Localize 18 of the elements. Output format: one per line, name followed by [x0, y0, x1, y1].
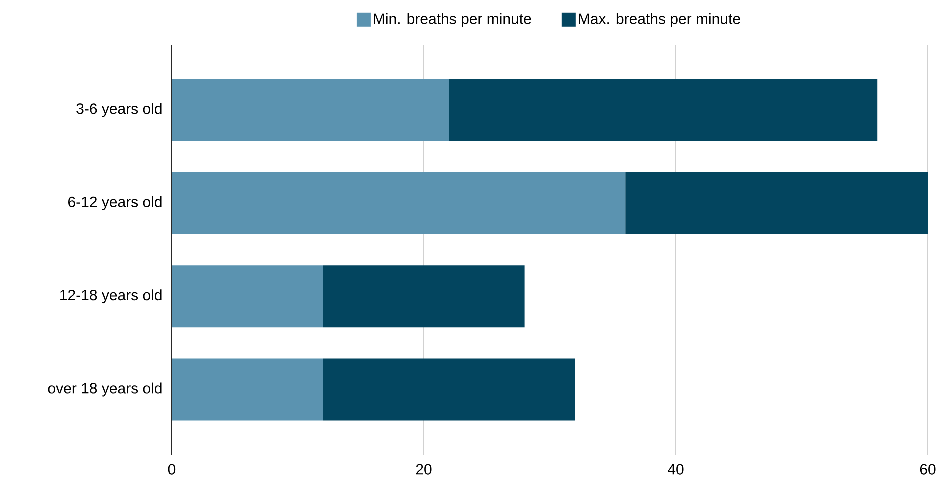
y-tick-label: over 18 years old — [48, 382, 162, 397]
x-tick-label: 0 — [168, 464, 176, 475]
bar — [172, 358, 324, 421]
legend-label: Min. breaths per minute — [374, 13, 532, 28]
bar — [449, 79, 878, 142]
x-tick-label: 20 — [416, 464, 432, 475]
x-tick-label: 40 — [668, 464, 684, 475]
y-tick-label: 12-18 years old — [60, 290, 162, 304]
bar — [323, 358, 576, 421]
y-tick-label: 3-6 years old — [76, 103, 162, 118]
x-tick-label: 60 — [920, 464, 936, 475]
legend-label: Max. breaths per minute — [579, 13, 740, 28]
bar — [626, 172, 928, 234]
bar — [172, 172, 626, 234]
bar — [172, 266, 324, 328]
bar — [323, 266, 525, 328]
y-tick-label: 6-12 years old — [68, 196, 162, 210]
bar — [172, 79, 450, 142]
